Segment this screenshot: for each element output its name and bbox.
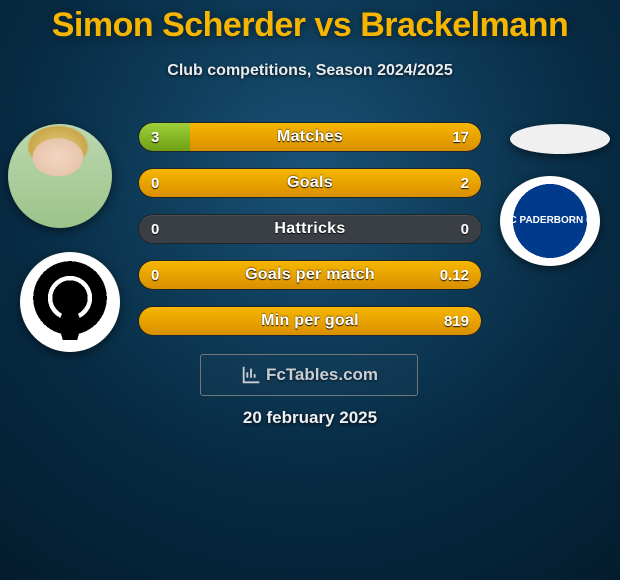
stat-p2-value: 2 [461, 169, 469, 197]
stats-container: 3 Matches 17 0 Goals 2 0 Hattricks 0 0 G… [138, 122, 482, 352]
stat-p2-value: 0.12 [440, 261, 469, 289]
stat-label: Goals [139, 169, 481, 197]
stat-row-hattricks: 0 Hattricks 0 [138, 214, 482, 244]
chart-icon [240, 364, 262, 386]
watermark-label: FcTables.com [266, 365, 378, 385]
stat-p2-value: 17 [452, 123, 469, 151]
watermark-box: FcTables.com [200, 354, 418, 396]
player2-avatar [510, 124, 610, 154]
date-text: 20 february 2025 [0, 408, 620, 428]
stat-label: Min per goal [139, 307, 481, 335]
stat-label: Matches [139, 123, 481, 151]
stat-label: Goals per match [139, 261, 481, 289]
stat-p2-value: 819 [444, 307, 469, 335]
stat-p2-value: 0 [461, 215, 469, 243]
stat-row-gpm: 0 Goals per match 0.12 [138, 260, 482, 290]
player1-avatar [8, 124, 112, 228]
player2-club-badge: SC PADERBORN 07 [500, 176, 600, 266]
stat-label: Hattricks [139, 215, 481, 243]
subtitle: Club competitions, Season 2024/2025 [0, 62, 620, 80]
player1-club-badge [20, 252, 120, 352]
stat-row-goals: 0 Goals 2 [138, 168, 482, 198]
page-title: Simon Scherder vs Brackelmann [0, 6, 620, 45]
club2-badge-text: SC PADERBORN 07 [503, 216, 597, 226]
stat-row-mpg: Min per goal 819 [138, 306, 482, 336]
stat-row-matches: 3 Matches 17 [138, 122, 482, 152]
